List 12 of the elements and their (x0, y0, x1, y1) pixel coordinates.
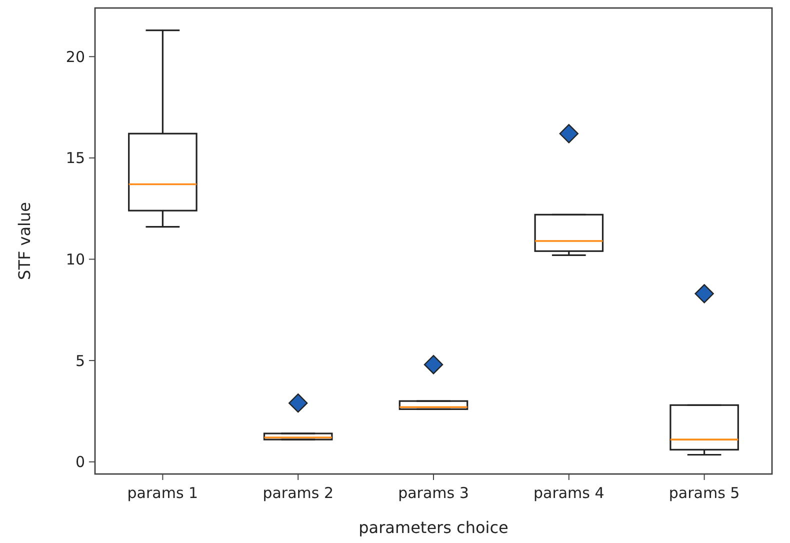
x-tick-label: params 4 (533, 484, 604, 502)
y-tick-label: 15 (66, 149, 85, 168)
x-tick-label: params 5 (668, 484, 740, 502)
y-tick-label: 5 (75, 352, 85, 370)
y-tick-label: 0 (75, 453, 85, 472)
y-axis-title: STF value (15, 202, 34, 280)
y-tick-label: 10 (66, 250, 85, 268)
x-tick-label: params 1 (127, 484, 198, 502)
x-tick-label: params 2 (262, 484, 334, 502)
x-tick-label: params 3 (398, 484, 469, 502)
y-tick-label: 20 (66, 48, 85, 66)
x-axis-title: parameters choice (358, 518, 508, 537)
